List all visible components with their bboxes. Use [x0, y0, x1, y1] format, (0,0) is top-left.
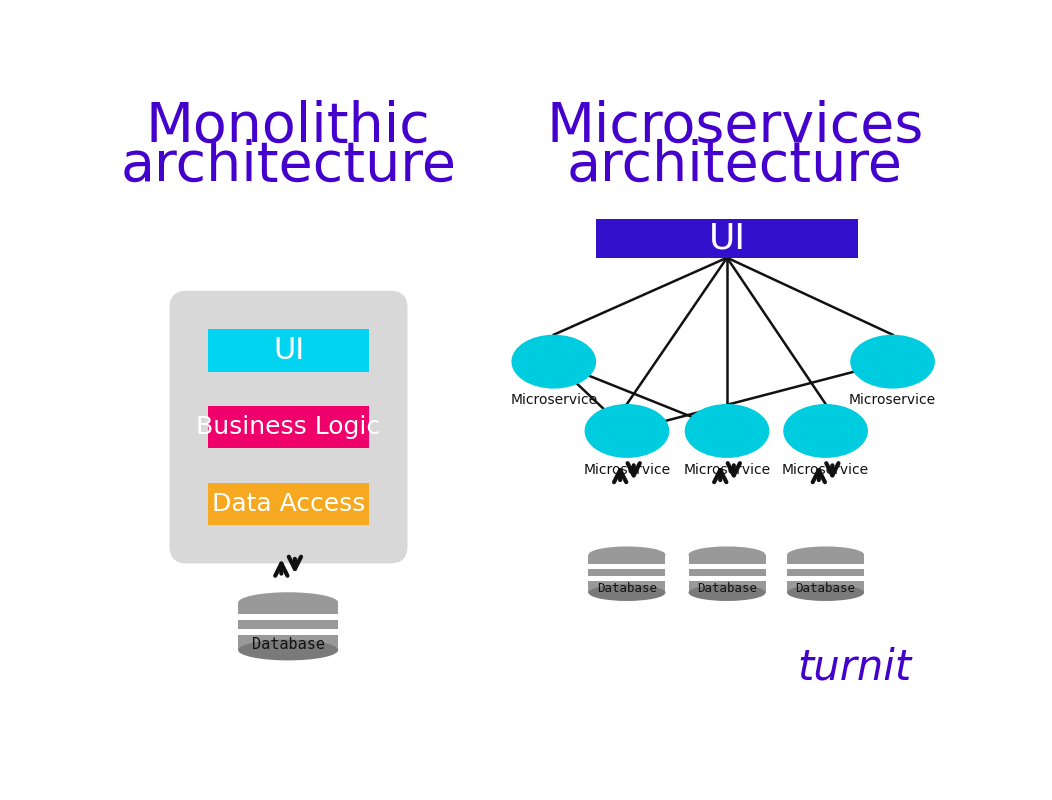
- Ellipse shape: [588, 584, 666, 601]
- Text: Database: Database: [795, 582, 855, 595]
- Text: Database: Database: [697, 582, 757, 595]
- Ellipse shape: [588, 546, 666, 563]
- Text: Microservice: Microservice: [782, 462, 869, 477]
- Text: architecture: architecture: [120, 138, 457, 192]
- Text: Business Logic: Business Logic: [197, 415, 381, 439]
- Text: Database: Database: [596, 582, 656, 595]
- Ellipse shape: [511, 334, 596, 389]
- Bar: [688, 554, 766, 593]
- Bar: [688, 564, 766, 569]
- Text: turnit: turnit: [797, 647, 912, 689]
- Bar: [238, 629, 338, 635]
- Text: Microservice: Microservice: [684, 462, 771, 477]
- Text: Microservices: Microservices: [546, 100, 924, 154]
- Text: Database: Database: [251, 638, 325, 652]
- Ellipse shape: [685, 404, 769, 458]
- Text: Microservice: Microservice: [584, 462, 670, 477]
- Text: UI: UI: [272, 336, 304, 365]
- Bar: [588, 564, 666, 569]
- Bar: [208, 482, 369, 525]
- Ellipse shape: [238, 640, 338, 661]
- Bar: [787, 554, 864, 593]
- FancyBboxPatch shape: [169, 291, 407, 563]
- Bar: [787, 564, 864, 569]
- Ellipse shape: [688, 584, 766, 601]
- Bar: [688, 576, 766, 581]
- Text: Microservice: Microservice: [510, 394, 598, 407]
- Bar: [238, 602, 338, 650]
- Ellipse shape: [238, 592, 338, 613]
- Bar: [596, 219, 858, 258]
- Bar: [208, 330, 369, 372]
- Bar: [208, 406, 369, 448]
- Ellipse shape: [850, 334, 935, 389]
- Bar: [787, 576, 864, 581]
- Ellipse shape: [688, 546, 766, 563]
- Text: Data Access: Data Access: [211, 492, 365, 516]
- Ellipse shape: [787, 546, 864, 563]
- Text: Microservice: Microservice: [849, 394, 936, 407]
- Bar: [238, 614, 338, 620]
- Ellipse shape: [585, 404, 669, 458]
- Bar: [588, 576, 666, 581]
- Text: architecture: architecture: [567, 138, 903, 192]
- Bar: [588, 554, 666, 593]
- Text: UI: UI: [709, 222, 746, 255]
- Ellipse shape: [787, 584, 864, 601]
- Text: Monolithic: Monolithic: [146, 100, 430, 154]
- Ellipse shape: [784, 404, 868, 458]
